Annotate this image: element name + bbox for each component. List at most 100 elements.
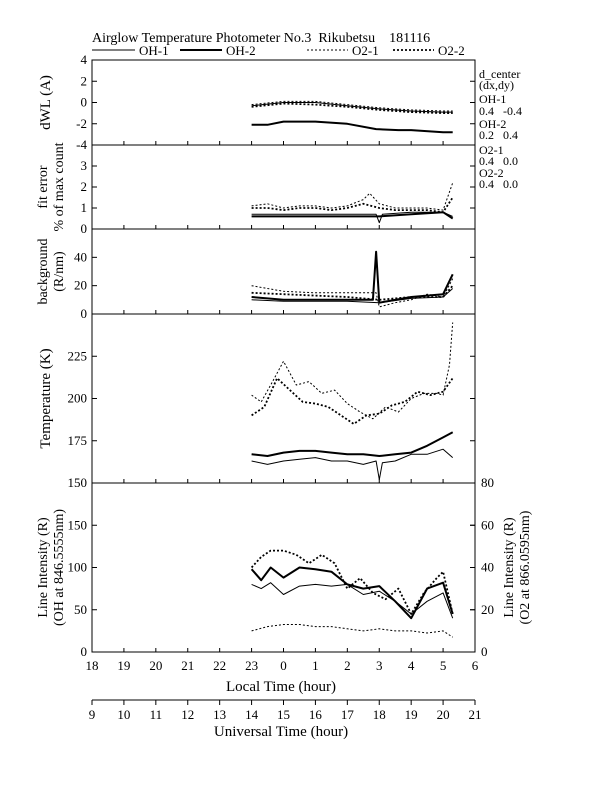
legend-label-oh1: OH-1 — [139, 43, 169, 58]
ylabel-right-intensity-1: (O2 at 866.0595nm) — [518, 510, 533, 624]
panel-frame-temperature — [91, 313, 476, 484]
series-dwl-o2-1 — [251, 100, 453, 112]
ytick-label-temperature-0: 150 — [68, 475, 88, 490]
ylabel-right-intensity-0: Line Intensity (R) — [502, 517, 517, 618]
series-intensity-oh-1 — [251, 582, 454, 619]
series-dwl-o2-2 — [251, 102, 453, 114]
series-fiterror-oh-2 — [251, 211, 454, 220]
ytick-label-dwl-3: 2 — [81, 73, 88, 88]
ylabel-background-1: (R/nm) — [52, 251, 67, 292]
xtick-label-ut-6: 15 — [277, 707, 290, 722]
ylabel-intensity-1: (OH at 846.5555nm) — [52, 509, 67, 626]
series-background-oh-2 — [251, 250, 454, 304]
xtick-label-ut-0: 9 — [89, 707, 96, 722]
ylabel-background-0: background — [36, 238, 51, 304]
ytick-label-temperature-1: 175 — [68, 433, 88, 448]
ytick-label-dwl-0: -4 — [76, 137, 87, 152]
ylabel-fiterror-0: fit error — [36, 165, 51, 208]
ytick-label-background-0: 0 — [81, 306, 88, 321]
xtick-label-local-9: 3 — [376, 658, 383, 673]
ytick-right-label-intensity-3: 60 — [481, 517, 494, 532]
panel-dwl: -4 -2 0 2 4 dWL (A) — [38, 52, 476, 152]
xtick-label-ut-3: 12 — [181, 707, 194, 722]
ytick-label-fiterror-0: 0 — [81, 221, 88, 236]
annotation-name-oh1: OH-1 — [479, 92, 506, 106]
series-background-o2-2 — [251, 285, 454, 301]
xtick-label-ut-7: 16 — [309, 707, 323, 722]
series-intensity-o2-2 — [250, 549, 454, 615]
panel-frame-intensity — [91, 482, 476, 653]
xtick-label-local-7: 1 — [312, 658, 319, 673]
ytick-right-label-intensity-1: 20 — [481, 602, 494, 617]
chart-title: Airglow Temperature Photometer No.3 Riku… — [92, 31, 430, 46]
series-dwl-oh-1 — [251, 102, 453, 113]
series-temperature-oh-1 — [251, 448, 454, 481]
series-fiterror-oh-1 — [251, 211, 453, 224]
annotation-name-oh2: OH-2 — [479, 117, 506, 131]
ytick-label-fiterror-3: 3 — [81, 158, 88, 173]
xtick-label-ut-1: 10 — [117, 707, 130, 722]
ytick-label-dwl-1: -2 — [76, 116, 87, 131]
xtick-label-local-3: 21 — [181, 658, 194, 673]
ytick-label-dwl-2: 0 — [81, 95, 88, 110]
ytick-label-fiterror-2: 2 — [81, 179, 88, 194]
panel-background: 0 20 40 background (R/nm) — [36, 228, 476, 321]
annotation-values-o21: 0.4 0.0 — [479, 154, 518, 168]
annotation-values-oh2: 0.2 0.4 — [479, 128, 518, 142]
series-temperature-oh-2 — [251, 431, 454, 457]
ytick-label-intensity-0: 0 — [81, 644, 88, 659]
ytick-label-dwl-4: 4 — [81, 52, 88, 67]
xtick-label-local-10: 4 — [408, 658, 415, 673]
xtick-label-local-4: 22 — [213, 658, 226, 673]
xtick-label-local-8: 2 — [344, 658, 351, 673]
annotation-header-2: (dx,dy) — [479, 78, 514, 92]
xtick-label-ut-12: 21 — [469, 707, 482, 722]
xtick-label-ut-11: 20 — [437, 707, 450, 722]
annotation-values-oh1: 0.4 -0.4 — [479, 104, 522, 118]
legend-label-o22: O2-2 — [438, 43, 465, 58]
series-background-oh-1 — [251, 288, 454, 304]
xtick-label-ut-9: 18 — [373, 707, 386, 722]
ytick-label-intensity-2: 100 — [68, 560, 88, 575]
annotation-name-o22: O2-2 — [479, 166, 504, 180]
panel-temperature: 150 175 200 225 Temperature (K) — [38, 313, 476, 490]
xtick-label-local-1: 19 — [117, 658, 130, 673]
ylabel-fiterror-1: % of max count — [52, 142, 67, 231]
ytick-right-label-intensity-4: 80 — [481, 475, 494, 490]
series-temperature-o2-2 — [251, 377, 454, 425]
xtick-label-local-12: 6 — [472, 658, 479, 673]
annotation-name-o21: O2-1 — [479, 143, 504, 157]
xtick-label-ut-8: 17 — [341, 707, 355, 722]
annotation-values-o22: 0.4 0.0 — [479, 177, 518, 191]
xtick-label-ut-10: 19 — [405, 707, 418, 722]
series-background-o2-1 — [251, 278, 454, 308]
legend: OH-1 OH-2 O2-1 O2-2 — [92, 43, 465, 58]
ytick-label-intensity-3: 150 — [68, 517, 88, 532]
xtick-label-local-11: 5 — [440, 658, 447, 673]
ylabel-intensity-0: Line Intensity (R) — [36, 517, 51, 618]
ylabel-dwl-0: dWL (A) — [38, 75, 54, 130]
x-axis-label-ut: Universal Time (hour) — [214, 724, 348, 740]
legend-label-o21: O2-1 — [352, 43, 379, 58]
panel-fiterror: 0 1 2 3 fit error% of max count — [36, 142, 476, 236]
ytick-label-temperature-3: 225 — [68, 348, 88, 363]
x-axis-label-local: Local Time (hour) — [226, 679, 336, 695]
series-fiterror-o2-2 — [251, 197, 454, 214]
series-intensity-oh-2 — [250, 566, 454, 620]
ylabel-temperature-0: Temperature (K) — [38, 348, 54, 448]
ytick-label-fiterror-1: 1 — [81, 200, 88, 215]
xtick-label-ut-4: 13 — [213, 707, 226, 722]
ytick-label-temperature-2: 200 — [68, 391, 88, 406]
ytick-right-label-intensity-2: 40 — [481, 560, 494, 575]
xtick-label-ut-5: 14 — [245, 707, 259, 722]
ytick-label-intensity-1: 50 — [74, 602, 87, 617]
xtick-label-ut-2: 11 — [150, 707, 163, 722]
series-temperature-o2-1 — [251, 322, 454, 420]
xtick-label-local-0: 18 — [86, 658, 99, 673]
series-intensity-o2-1 — [251, 624, 453, 638]
series-dwl-oh-2 — [251, 120, 453, 134]
xtick-label-local-6: 0 — [280, 658, 287, 673]
annotation-header-1: d_center — [479, 67, 520, 81]
